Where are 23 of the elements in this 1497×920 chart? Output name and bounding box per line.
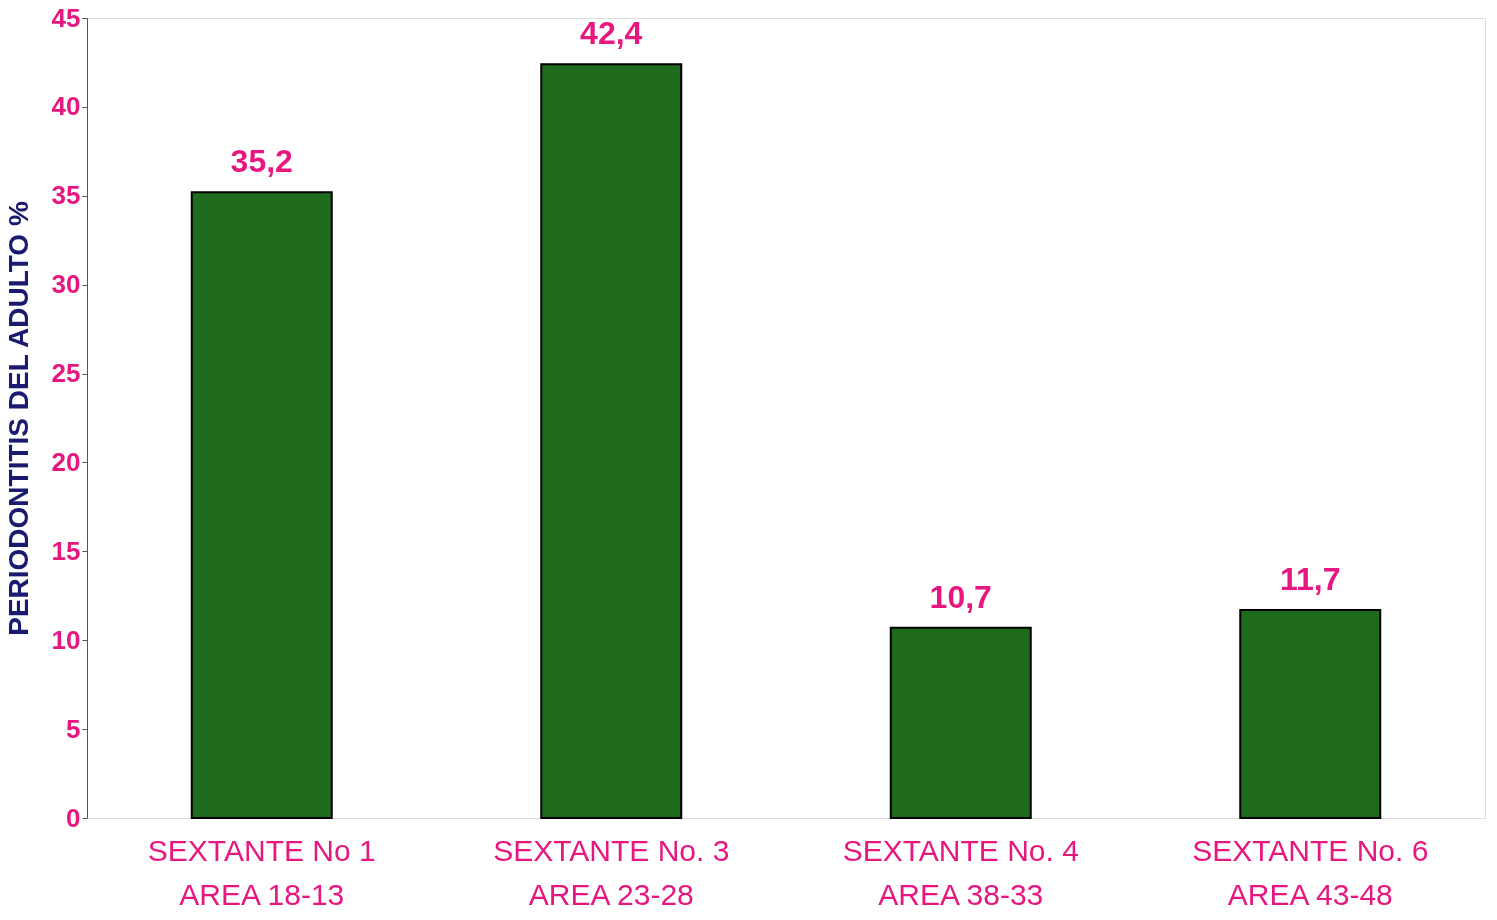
y-tick-label: 25 (51, 358, 81, 389)
bar (540, 63, 683, 819)
y-tick-label: 35 (51, 180, 81, 211)
y-tick-label: 30 (51, 269, 81, 300)
x-tick-label: SEXTANTE No. 6 AREA 43-48 (1192, 833, 1429, 911)
data-label: 42,4 (580, 15, 643, 52)
x-tick-label: SEXTANTE No. 3 AREA 23-28 (493, 833, 730, 911)
y-tick-label: 15 (51, 535, 81, 566)
data-label: 35,2 (230, 143, 293, 180)
data-label: 10,7 (929, 578, 992, 615)
x-tick-label: SEXTANTE No. 4 AREA 38-33 (842, 833, 1079, 911)
y-axis-title: PERIODONTITIS DEL ADULTO % (2, 201, 34, 636)
bar (190, 191, 333, 819)
data-label: 11,7 (1279, 561, 1341, 597)
y-tick-label: 10 (51, 624, 81, 655)
y-tick-label: 45 (51, 2, 81, 33)
bar (1239, 609, 1382, 819)
y-tick-label: 0 (66, 802, 81, 833)
bar (889, 626, 1032, 819)
y-tick-label: 20 (51, 446, 81, 477)
y-tick-label: 40 (51, 91, 81, 122)
y-tick-label: 5 (66, 713, 81, 744)
x-tick-label: SEXTANTE No 1 AREA 18-13 (147, 833, 376, 911)
